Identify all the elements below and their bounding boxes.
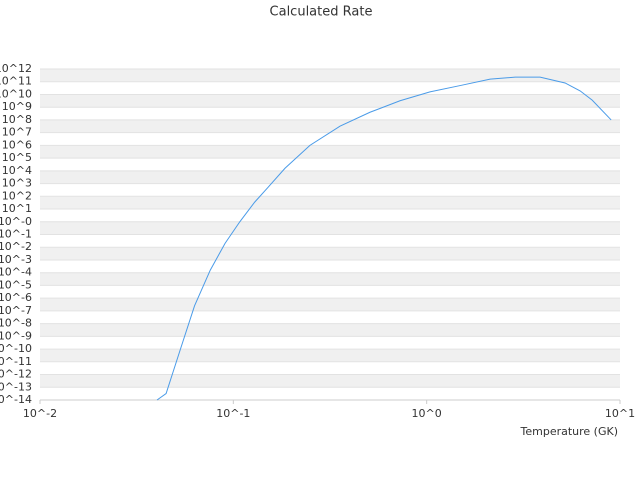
y-tick-label: 10^-12 [0, 368, 32, 381]
y-tick-label: 10^8 [2, 113, 32, 126]
y-tick-label: 10^7 [2, 126, 32, 139]
grid-band [40, 374, 620, 388]
y-tick-label: 10^-11 [0, 355, 32, 368]
grid-band [40, 349, 620, 362]
y-tick-label: 10^-13 [0, 380, 32, 393]
grid-band [40, 69, 620, 82]
y-tick-label: 10^-1 [0, 228, 32, 241]
y-tick-label: 10^5 [2, 151, 32, 164]
data-line [156, 76, 612, 401]
x-axis-label: Temperature (GK) [520, 425, 619, 438]
y-tick-label: 10^6 [2, 138, 32, 151]
y-tick-label: 10^10 [0, 87, 32, 100]
y-tick-label: 10^-6 [0, 291, 32, 304]
y-tick-label: 10^-9 [0, 329, 32, 342]
y-tick-label: 10^-0 [0, 215, 32, 228]
grid-band [40, 119, 620, 133]
grid-band [40, 94, 620, 108]
chart-title: Calculated Rate [270, 5, 373, 20]
x-tick-label: 10^-1 [216, 407, 250, 420]
grid-band [40, 323, 620, 337]
y-tick-label: 10^11 [0, 75, 32, 88]
y-tick-label: 10^12 [0, 62, 32, 75]
y-tick-label: 10^3 [2, 177, 32, 190]
grid-band [40, 170, 620, 184]
grid-band [40, 298, 620, 311]
grid-band [40, 196, 620, 210]
y-tick-label: 10^-10 [0, 342, 32, 355]
x-tick-label: 10^0 [412, 407, 442, 420]
y-tick-label: 10^2 [2, 189, 32, 202]
x-tick-label: 10^1 [605, 407, 635, 420]
y-tick-label: 10^9 [2, 100, 32, 113]
y-tick-label: 10^-5 [0, 278, 32, 291]
grid-band [40, 221, 620, 235]
grid-band [40, 145, 620, 159]
y-tick-label: 10^1 [2, 202, 32, 215]
y-tick-label: 10^4 [2, 164, 32, 177]
y-tick-label: 10^-2 [0, 240, 32, 253]
grid-band [40, 272, 620, 286]
grid-band [40, 247, 620, 260]
y-tick-label: 10^-7 [0, 304, 32, 317]
y-tick-label: 10^-14 [0, 393, 32, 406]
y-tick-label: 10^-8 [0, 317, 32, 330]
y-tick-label: 10^-4 [0, 266, 32, 279]
x-tick-label: 10^-2 [23, 407, 57, 420]
y-tick-label: 10^-3 [0, 253, 32, 266]
